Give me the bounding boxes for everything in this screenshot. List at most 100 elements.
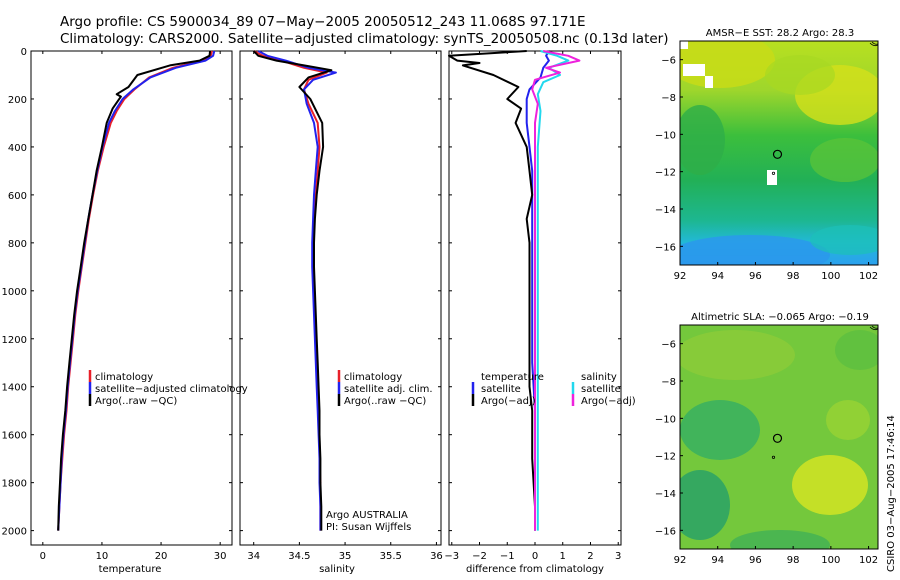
argo-location-marker <box>772 149 783 159</box>
map-x-tick-label: 92 <box>674 555 687 566</box>
map-x-tick-label: 96 <box>749 271 762 282</box>
legend-label: satellite adj. clim. <box>344 384 433 395</box>
map-x-tick-label: 102 <box>859 271 878 282</box>
x-tick-label: 34.5 <box>288 551 310 562</box>
map-y-tick-label: −16 <box>655 526 676 537</box>
sla-low-patch <box>680 470 730 540</box>
x-tick-label: 2 <box>587 551 593 562</box>
x-tick-label: 0 <box>40 551 46 562</box>
series-line-argo-raw-qc- <box>57 50 212 531</box>
temperature-panel: 0 10 20 30 <box>31 50 232 562</box>
x-tick-label: 3 <box>615 551 621 562</box>
sla-low-patch <box>680 400 760 460</box>
depth-tick-label: 2000 <box>2 527 27 538</box>
series-line-temperature-argo-adj- <box>448 50 536 531</box>
sst-map-field <box>680 41 878 265</box>
sla-patch <box>680 330 795 380</box>
series-line-salinity-satellite <box>536 50 570 531</box>
series-line-argo-raw-qc- <box>252 50 333 531</box>
depth-tick-label: 1400 <box>2 383 27 394</box>
credit-label: CSIRO 03−Aug−2005 17:46:14 <box>886 415 897 572</box>
depth-tick-label: 400 <box>8 143 27 154</box>
map-y-tick-label: −8 <box>661 93 676 104</box>
map-y-tick-label: −6 <box>661 340 676 351</box>
depth-tick-label: 1600 <box>2 431 27 442</box>
corner-contour <box>869 41 879 47</box>
difference-legend-temperature: temperature satellite Argo(−adj) <box>471 372 544 407</box>
sst-map-axes: 92 94 96 98 100 102 −6 −8 −10 −12 −14 −16 <box>655 41 879 282</box>
legend-label: climatology <box>344 372 402 383</box>
x-tick-label: 1 <box>560 551 566 562</box>
map-y-tick-label: −6 <box>661 56 676 67</box>
sla-high-patch <box>826 400 870 440</box>
depth-tick-label: 600 <box>8 191 27 202</box>
legend-label: Argo(−adj) <box>581 396 636 407</box>
map-x-tick-label: 94 <box>711 555 724 566</box>
depth-tick-label: 200 <box>8 95 27 106</box>
salinity-panel: 34 34.5 35 35.5 36 <box>240 50 443 562</box>
map-x-tick-label: 96 <box>749 555 762 566</box>
sst-warm-patch <box>680 41 775 88</box>
sla-patch <box>835 330 878 370</box>
difference-legend-salinity: salinity satellite Argo(−adj) <box>571 372 636 407</box>
sla-map-field <box>680 325 878 549</box>
x-tick-label: 0 <box>532 551 538 562</box>
difference-xlabel: difference from climatology <box>466 564 604 575</box>
temperature-legend: climatology satellite−adjusted climatolo… <box>88 370 248 407</box>
map-y-tick-label: −8 <box>661 377 676 388</box>
sst-map-title: AMSR−E SST: 28.2 Argo: 28.3 <box>706 28 854 39</box>
x-tick-label: −1 <box>500 551 515 562</box>
legend-label: Argo(..raw −QC) <box>95 396 177 407</box>
legend-label: Argo(−adj) <box>481 396 536 407</box>
sst-patch <box>680 105 725 175</box>
map-y-tick-label: −16 <box>655 242 676 253</box>
map-x-tick-label: 94 <box>711 271 724 282</box>
depth-tick-label: 0 <box>21 47 27 58</box>
map-y-tick-label: −12 <box>655 168 676 179</box>
map-x-tick-label: 98 <box>787 555 800 566</box>
depth-tick-label: 1000 <box>2 287 27 298</box>
legend-heading: temperature <box>481 372 544 383</box>
map-y-tick-label: −14 <box>655 489 676 500</box>
sst-missing <box>767 170 777 185</box>
x-tick-label: 30 <box>214 551 227 562</box>
legend-heading: salinity <box>581 372 617 383</box>
map-y-tick-label: −14 <box>655 205 676 216</box>
series-line-satellite-adjusted-climatology <box>57 50 216 531</box>
map-y-tick-label: −12 <box>655 452 676 463</box>
legend-label: climatology <box>95 372 153 383</box>
sla-map-frame <box>679 324 879 550</box>
x-tick-label: 34 <box>247 551 260 562</box>
sst-cool-patch <box>810 225 878 255</box>
x-tick-label: 35 <box>339 551 352 562</box>
legend-label: satellite <box>581 384 621 395</box>
map-x-tick-label: 102 <box>859 555 878 566</box>
legend-label: Argo(..raw −QC) <box>344 396 426 407</box>
series-line-satellite-adj-clim- <box>257 50 337 531</box>
argo-prev-position-marker <box>771 171 776 175</box>
sst-cool-patch <box>680 235 830 265</box>
x-tick-label: −3 <box>444 551 459 562</box>
x-tick-label: −2 <box>472 551 487 562</box>
argo-prev-position-marker <box>771 455 776 459</box>
argo-group-label: Argo AUSTRALIA <box>326 510 408 521</box>
map-y-tick-label: −10 <box>655 414 676 425</box>
depth-axis: 0 200 400 600 800 1000 1200 1400 1600 1800 2000 <box>2 47 27 538</box>
map-x-tick-label: 100 <box>821 271 840 282</box>
sst-warm-patch <box>765 55 835 95</box>
pi-label: PI: Susan Wijffels <box>326 522 411 533</box>
difference-panel: −3 −2 −1 0 1 2 3 <box>444 50 621 562</box>
corner-contour <box>869 325 879 331</box>
header-line2: Climatology: CARS2000. Satellite−adjuste… <box>60 31 669 47</box>
sla-map-axes: 92 94 96 98 100 102 −6 −8 −10 −12 −14 −16 <box>655 325 879 566</box>
x-tick-label: 10 <box>96 551 109 562</box>
depth-tick-label: 1200 <box>2 335 27 346</box>
sst-missing <box>705 76 713 88</box>
legend-label: satellite−adjusted climatology <box>95 384 248 395</box>
sst-patch <box>810 138 878 182</box>
sla-map-title: Altimetric SLA: −0.065 Argo: −0.19 <box>691 312 869 323</box>
map-x-tick-label: 92 <box>674 271 687 282</box>
x-tick-label: 35.5 <box>380 551 402 562</box>
x-tick-label: 20 <box>155 551 168 562</box>
sst-missing <box>680 41 688 49</box>
